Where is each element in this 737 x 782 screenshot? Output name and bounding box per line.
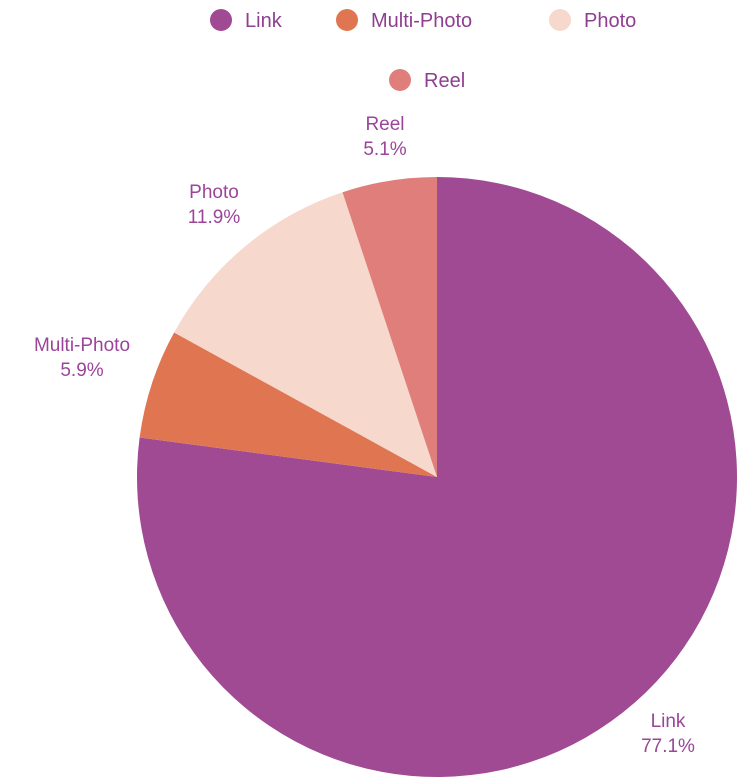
- legend-item-multi-photo[interactable]: Multi-Photo: [336, 9, 472, 32]
- pie-slice-multi-photo[interactable]: [139, 332, 437, 477]
- legend-item-reel[interactable]: Reel: [389, 69, 465, 92]
- slice-labels: Link 77.1% Multi-Photo 5.9% Photo 11.9% Reel 5.…: [34, 114, 695, 757]
- pie-slice-link[interactable]: [137, 177, 737, 777]
- slice-label-value: 5.9%: [60, 360, 103, 381]
- legend-label: Multi-Photo: [371, 10, 472, 32]
- legend-swatch: [549, 9, 571, 31]
- legend-swatch: [336, 9, 358, 31]
- pie-slice-photo[interactable]: [174, 192, 437, 477]
- slice-label-link: Link 77.1%: [641, 711, 695, 757]
- pie-slice-reel[interactable]: [342, 177, 437, 477]
- legend-label: Link: [245, 10, 283, 32]
- slice-label-reel: Reel 5.1%: [363, 114, 406, 160]
- pie-slices: [137, 177, 737, 777]
- slice-label-value: 77.1%: [641, 736, 695, 757]
- legend-swatch: [210, 9, 232, 31]
- legend-item-photo[interactable]: Photo: [549, 9, 636, 32]
- slice-label-name: Reel: [365, 114, 404, 135]
- slice-label-name: Multi-Photo: [34, 335, 130, 356]
- slice-label-value: 5.1%: [363, 139, 406, 160]
- legend-label: Photo: [584, 10, 636, 32]
- slice-label-multi-photo: Multi-Photo 5.9%: [34, 335, 130, 381]
- slice-label-name: Link: [651, 711, 686, 732]
- legend-item-link[interactable]: Link: [210, 9, 283, 32]
- legend: Link Multi-Photo Photo Reel: [210, 9, 636, 92]
- slice-label-photo: Photo 11.9%: [188, 182, 241, 228]
- slice-label-name: Photo: [189, 182, 239, 203]
- legend-swatch: [389, 69, 411, 91]
- slice-label-value: 11.9%: [188, 207, 241, 228]
- legend-label: Reel: [424, 70, 465, 92]
